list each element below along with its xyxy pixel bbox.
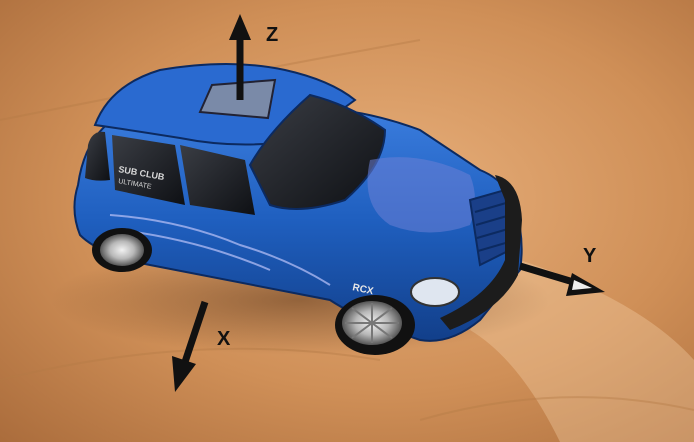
- rear-wheel: [92, 228, 152, 272]
- y-axis-arrow: [518, 262, 605, 296]
- car-hood-graphic: [367, 157, 475, 233]
- car-windshield: [248, 93, 387, 210]
- z-axis-label: Z: [266, 24, 279, 46]
- car-headlight: [410, 277, 460, 307]
- car-grille-bars: [474, 202, 510, 252]
- y-axis-label: Y: [583, 245, 597, 267]
- car-side-window-driver: [180, 145, 255, 215]
- car-badge: RCX: [351, 282, 374, 297]
- front-wheel: [335, 295, 415, 355]
- car-side-window-rear: [85, 131, 110, 181]
- x-axis-arrow: [172, 300, 209, 392]
- car-side-window-front: [112, 135, 185, 205]
- car-front-bumper: [440, 175, 522, 330]
- x-axis-label: X: [217, 328, 231, 350]
- z-axis-arrow: [229, 14, 251, 100]
